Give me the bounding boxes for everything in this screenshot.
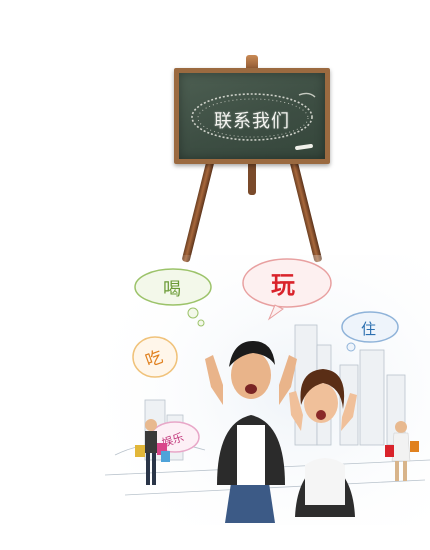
- easel-back-leg: [248, 155, 256, 195]
- board-title: 联系我们: [214, 111, 290, 132]
- shopper-left: [135, 419, 170, 485]
- people-shouting-illustration: 喝 玩 住 吃 娱乐: [105, 255, 430, 525]
- woman-shouting: [289, 369, 357, 517]
- easel-top-knob: [246, 55, 258, 71]
- bubble-drink-text: 喝: [163, 279, 181, 300]
- bubble-eat: 吃: [132, 336, 178, 378]
- bubble-play-text: 玩: [271, 270, 295, 299]
- man-shouting: [205, 341, 297, 523]
- chalkboard-easel: 联系我们: [168, 55, 336, 263]
- bubble-play: 玩: [242, 258, 332, 321]
- easel-left-leg: [181, 154, 216, 263]
- chalk-oval-doodle: [191, 92, 316, 141]
- bubble-eat-text: 吃: [143, 347, 166, 372]
- bubble-stay: 住: [341, 311, 399, 352]
- bubble-stay-text: 住: [361, 320, 376, 338]
- easel-right-leg: [288, 154, 323, 263]
- chalkboard: 联系我们: [174, 68, 330, 164]
- bubble-drink: 喝: [134, 268, 212, 327]
- shopper-right: [385, 421, 419, 481]
